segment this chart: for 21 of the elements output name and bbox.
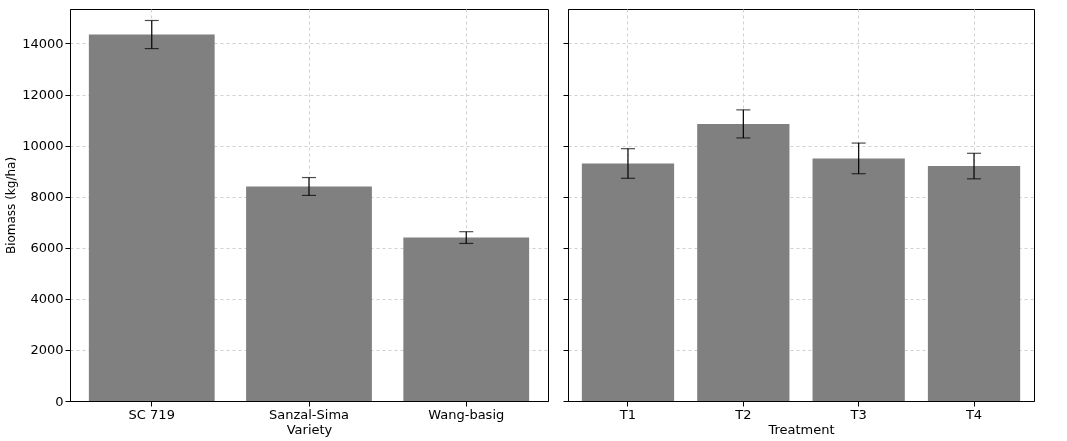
y-tick-label: 2000 xyxy=(30,342,64,358)
x-tick-label: Sanzal-Sima xyxy=(268,406,350,422)
y-tick-label: 4000 xyxy=(30,291,64,307)
y-tick-label: 12000 xyxy=(22,87,64,103)
y-tick-label: 14000 xyxy=(22,35,64,51)
bar xyxy=(403,237,530,401)
x-tick-label: T2 xyxy=(734,406,752,422)
y-tick-label: 10000 xyxy=(22,138,64,154)
x-axis-title: Variety xyxy=(286,421,333,437)
x-tick-label: SC 719 xyxy=(128,406,175,422)
y-axis-title: Biomass (kg/ha) xyxy=(4,156,19,255)
x-tick-label: T3 xyxy=(849,406,867,422)
x-tick-label: T4 xyxy=(964,406,983,422)
x-axis-title: Treatment xyxy=(767,421,835,437)
x-tick-label: T1 xyxy=(618,406,637,422)
x-tick-label: Wang-basig xyxy=(428,406,505,422)
y-tick-label: 8000 xyxy=(30,189,64,205)
bar xyxy=(246,186,372,401)
y-tick-label: 6000 xyxy=(30,240,64,256)
y-tick-label: 0 xyxy=(55,393,64,409)
bar xyxy=(88,34,215,401)
